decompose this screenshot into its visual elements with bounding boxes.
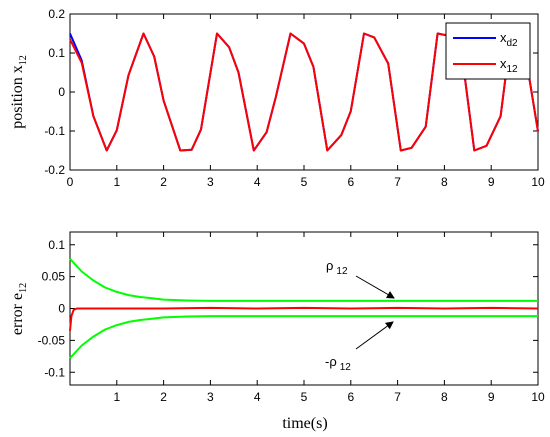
annotation-rho-arrow bbox=[355, 275, 395, 299]
bottom-xtick-label: 10 bbox=[531, 390, 545, 404]
top-xtick-label: 7 bbox=[394, 175, 401, 189]
annotation-neg-rho-label: -ρ 12 bbox=[325, 354, 351, 373]
top-axes: 0 1 2 3 4 5 6 7 8 9 10 -0.2 -0.1 0 0.1 0.2 bbox=[44, 7, 545, 189]
annotation-neg-rho-arrow bbox=[355, 321, 394, 350]
bottom-xtick-label: 2 bbox=[160, 390, 167, 404]
top-ytick-label: -0.1 bbox=[44, 124, 65, 138]
bottom-xtick-label: 7 bbox=[394, 390, 401, 404]
bottom-ytick-label: -0.05 bbox=[38, 333, 66, 347]
legend: xd2 x12 bbox=[445, 22, 531, 80]
bottom-series-line-0 bbox=[69, 258, 538, 302]
bottom-xlabel: time(s) bbox=[282, 415, 327, 432]
bottom-series bbox=[69, 258, 539, 359]
top-xtick-label: 10 bbox=[531, 175, 545, 189]
top-subplot: position x12 0 1 2 3 4 5 6 7 8 9 10 -0.2 -0.1 0 0.1 0.2… bbox=[9, 7, 545, 189]
bottom-xtick-label: 3 bbox=[207, 390, 214, 404]
top-ytick-label: 0 bbox=[58, 85, 65, 99]
top-xtick-label: 4 bbox=[254, 175, 261, 189]
bottom-ytick-label: 0 bbox=[58, 302, 65, 316]
bottom-xtick-label: 6 bbox=[347, 390, 354, 404]
bottom-xtick-label: 5 bbox=[301, 390, 308, 404]
bottom-xtick-label: 9 bbox=[488, 390, 495, 404]
top-ylabel: position x12 bbox=[9, 55, 29, 129]
bottom-ytick-label: 0.1 bbox=[48, 238, 65, 252]
annotation-rho-label: ρ 12 bbox=[326, 258, 348, 277]
bottom-xtick-label: 4 bbox=[254, 390, 261, 404]
bottom-ytick-label: 0.05 bbox=[42, 270, 66, 284]
annotation-rho: ρ 12 bbox=[326, 258, 395, 299]
legend-box bbox=[445, 22, 531, 80]
top-xtick-label: 0 bbox=[67, 175, 74, 189]
top-ytick-label: 0.2 bbox=[48, 7, 65, 21]
bottom-series-line-2 bbox=[69, 306, 539, 331]
top-xtick-label: 2 bbox=[160, 175, 167, 189]
top-ytick-label: -0.2 bbox=[44, 163, 65, 177]
annotation-neg-rho: -ρ 12 bbox=[325, 321, 394, 373]
bottom-subplot: error e12 time(s) 1 2 3 4 5 6 7 8 9 10 -0.1 -0.05 0 0… bbox=[9, 231, 545, 432]
bottom-xtick-label: 8 bbox=[441, 390, 448, 404]
top-xtick-label: 5 bbox=[301, 175, 308, 189]
bottom-series-line-1 bbox=[69, 315, 538, 359]
top-ytick-label: 0.1 bbox=[48, 46, 65, 60]
legend-label-xd2: xd2 bbox=[500, 30, 518, 49]
top-xtick-label: 1 bbox=[113, 175, 120, 189]
bottom-axes: 1 2 3 4 5 6 7 8 9 10 -0.1 -0.05 0 0.05 0.1 bbox=[38, 231, 545, 404]
top-xtick-label: 9 bbox=[488, 175, 495, 189]
bottom-ytick-label: -0.1 bbox=[44, 365, 65, 379]
legend-label-x12: x12 bbox=[500, 56, 518, 75]
top-xtick-label: 3 bbox=[207, 175, 214, 189]
bottom-ylabel: error e12 bbox=[9, 283, 29, 335]
top-xtick-label: 8 bbox=[441, 175, 448, 189]
bottom-xtick-label: 1 bbox=[113, 390, 120, 404]
top-xtick-label: 6 bbox=[347, 175, 354, 189]
